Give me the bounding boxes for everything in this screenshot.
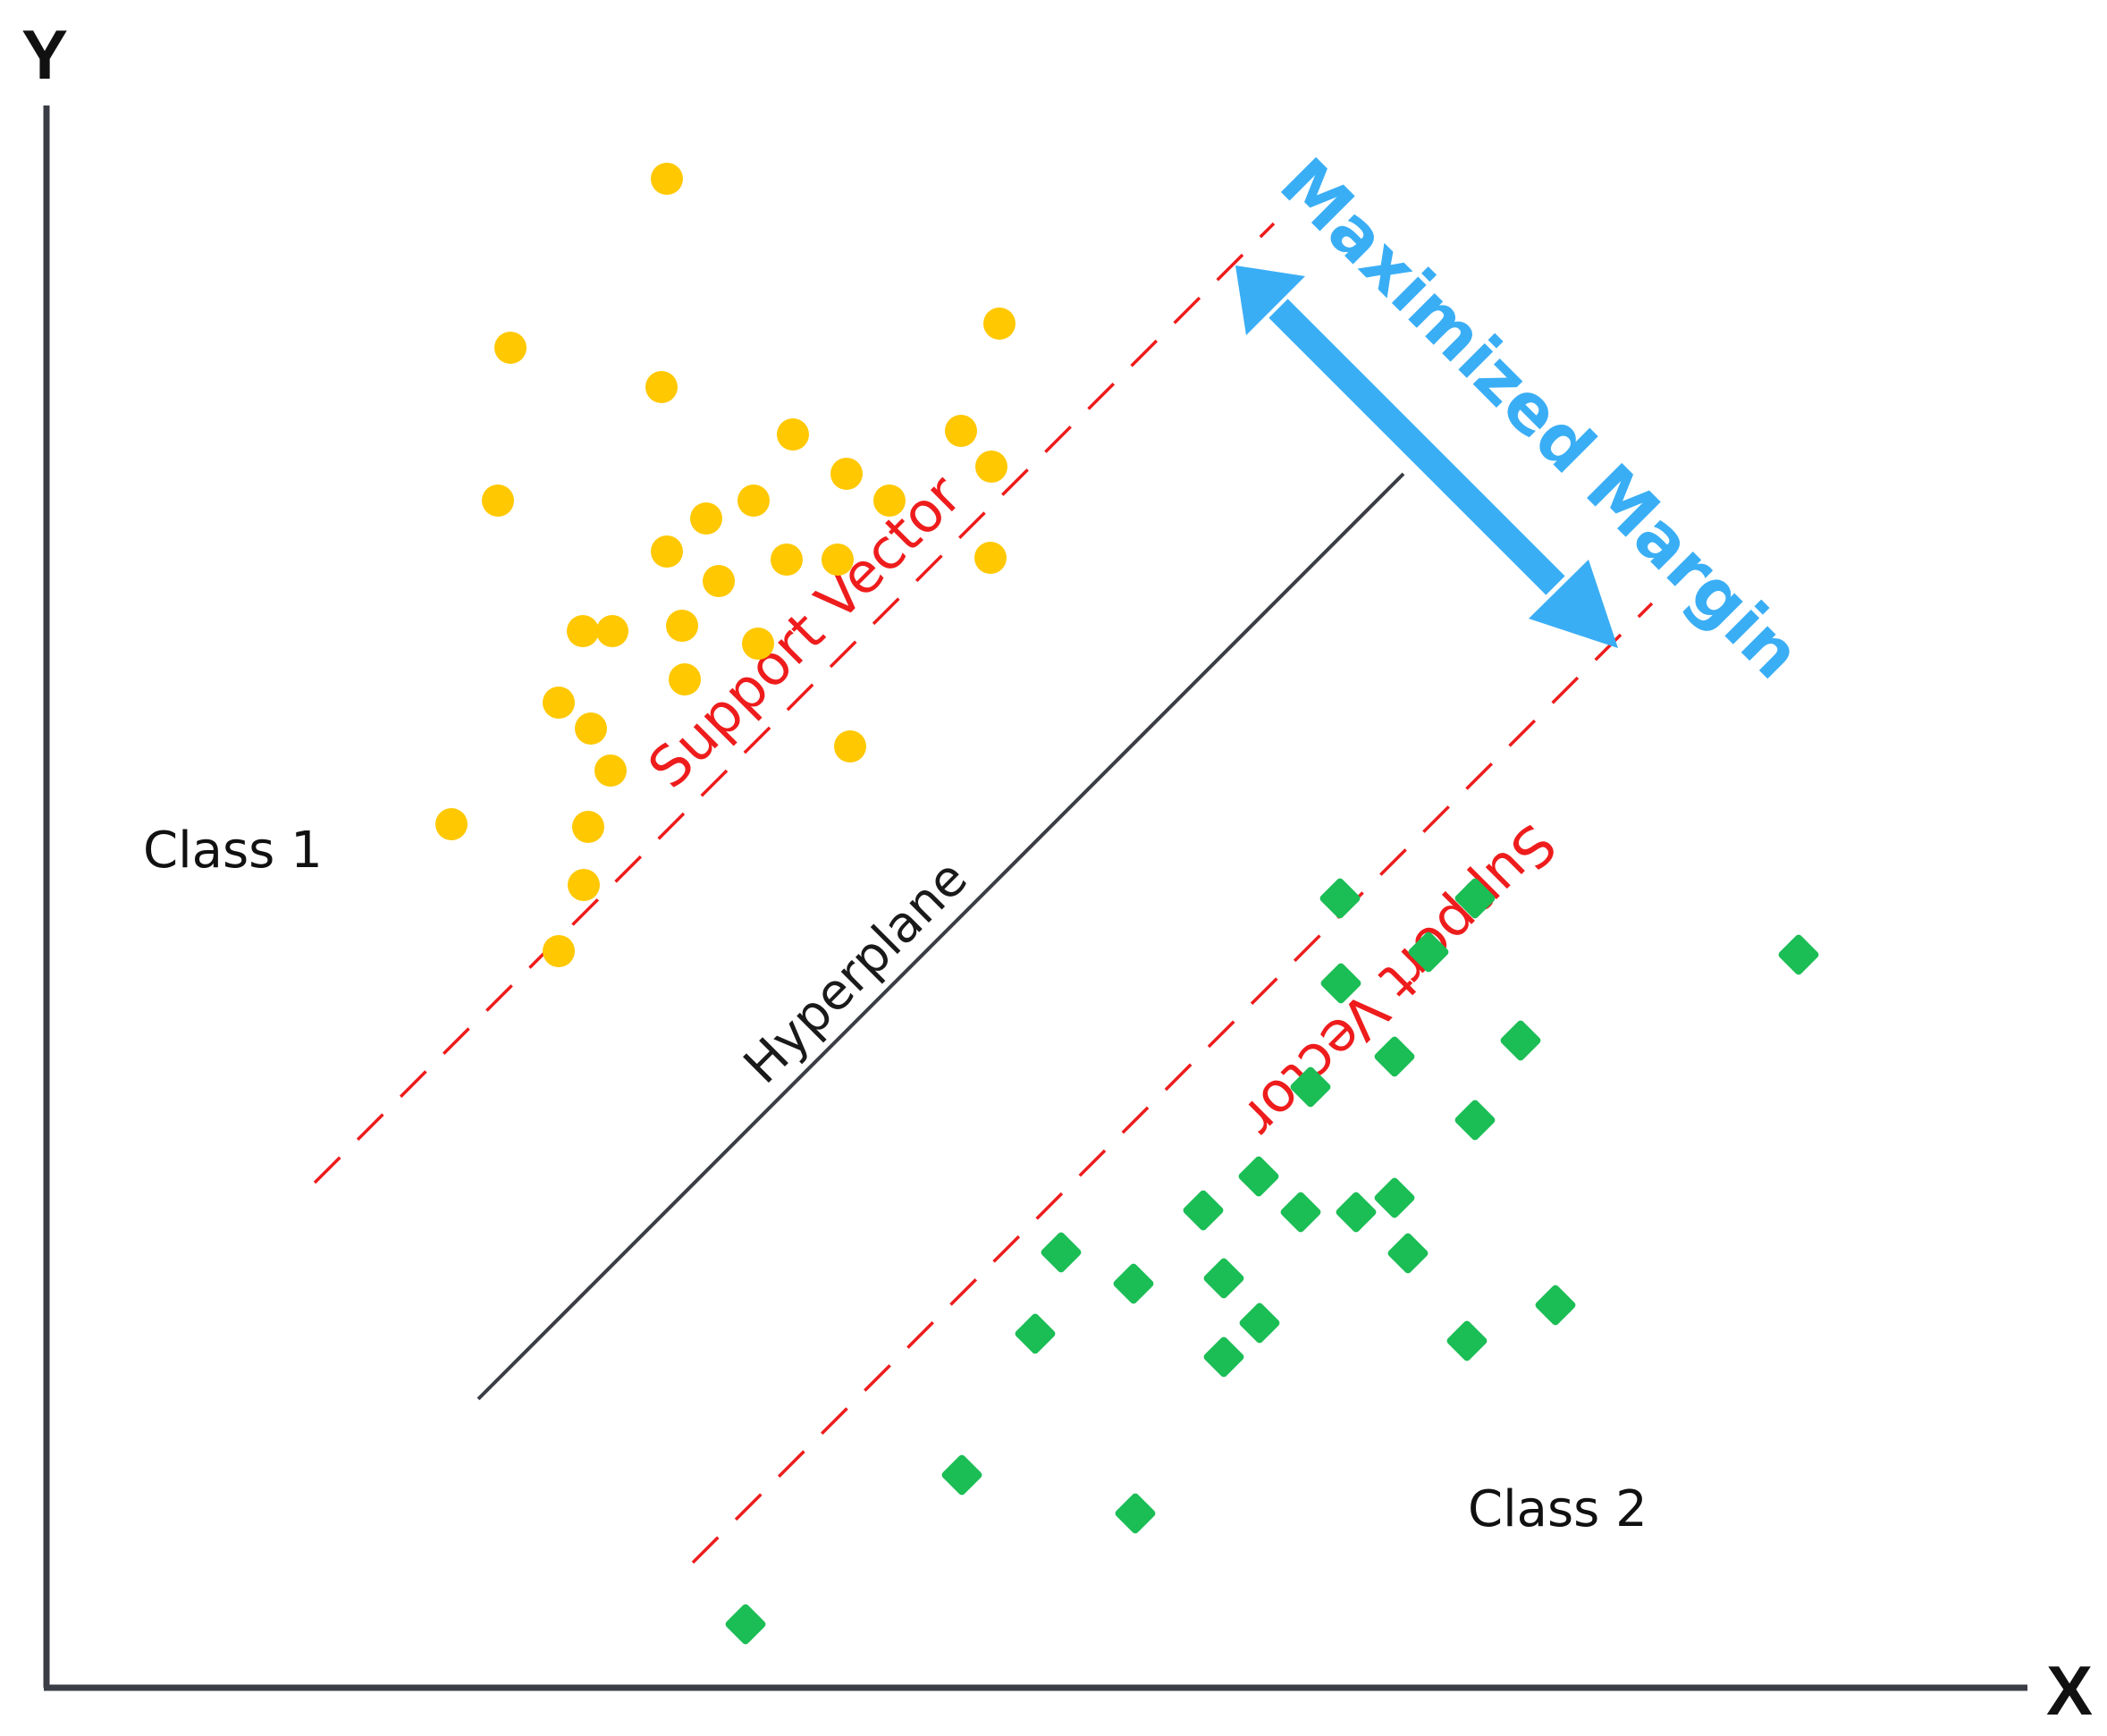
class1-point <box>567 615 599 647</box>
class1-point <box>737 485 770 517</box>
class2-label: Class 2 <box>1468 1480 1648 1538</box>
class2-point <box>1319 878 1361 919</box>
class1-point <box>983 308 1016 340</box>
class2-point <box>1320 963 1361 1004</box>
class2-point <box>1535 1285 1576 1326</box>
class2-point <box>1336 1192 1377 1233</box>
class1-point <box>822 544 854 576</box>
class2-point <box>1454 878 1496 919</box>
class2-point <box>1115 1493 1156 1534</box>
class1-point <box>945 415 977 447</box>
class1-point <box>830 458 863 490</box>
class1-point <box>666 610 698 642</box>
class1-point <box>645 371 678 403</box>
class2-point <box>725 1604 766 1645</box>
class1-label: Class 1 <box>143 822 323 880</box>
class1-points <box>435 163 1016 967</box>
support-vector-line-upper <box>313 222 1276 1184</box>
class1-point <box>543 935 575 967</box>
class2-point <box>1374 1177 1415 1218</box>
class1-point <box>873 485 906 517</box>
class1-point <box>669 663 701 695</box>
margin-arrowhead-upper <box>1235 265 1305 335</box>
class2-point <box>1374 1036 1415 1077</box>
class2-point <box>1203 1258 1244 1299</box>
class2-point <box>1446 1320 1488 1361</box>
class2-point <box>1041 1232 1082 1273</box>
hyperplane-label: Hyperplane <box>733 849 979 1095</box>
margin-arrowhead-lower <box>1529 560 1618 648</box>
class2-point <box>1203 1336 1244 1378</box>
x-axis-label: X <box>2046 1651 2093 1730</box>
class1-point <box>575 712 607 745</box>
class1-point <box>777 418 809 451</box>
class1-point <box>974 542 1007 574</box>
hyperplane-line <box>476 472 1405 1401</box>
class2-points <box>725 878 1819 1645</box>
class2-point <box>1239 1302 1280 1344</box>
class2-point <box>1015 1313 1056 1354</box>
class1-point <box>742 628 774 660</box>
class1-point <box>572 811 604 843</box>
class1-point <box>651 163 683 195</box>
axes: Y X <box>21 15 2093 1730</box>
class2-point <box>1290 1066 1331 1108</box>
class1-point <box>494 332 527 364</box>
class1-point <box>568 869 600 901</box>
class1-point <box>975 451 1007 483</box>
class2-point <box>1387 1233 1429 1274</box>
class1-point <box>690 502 722 535</box>
class1-point <box>651 535 683 568</box>
support-vector-line-lower <box>691 602 1654 1564</box>
class1-point <box>596 615 628 647</box>
class1-point <box>834 730 866 763</box>
class1-point <box>435 808 468 840</box>
class1-point <box>594 754 627 787</box>
class2-point <box>1778 934 1819 975</box>
class2-point <box>1238 1156 1279 1197</box>
class2-point <box>1500 1020 1541 1061</box>
class2-point <box>1183 1190 1224 1231</box>
class1-point <box>771 544 803 576</box>
y-axis-label: Y <box>21 15 68 94</box>
class2-point <box>1408 931 1449 973</box>
class1-point <box>482 485 514 517</box>
margin-arrow <box>1235 265 1618 648</box>
class2-point <box>941 1454 982 1496</box>
class2-point <box>1454 1100 1496 1141</box>
support-vector-label-lower: Support Vector <box>1230 812 1569 1150</box>
class2-point <box>1280 1192 1321 1233</box>
class2-point <box>1113 1263 1154 1304</box>
class1-point <box>703 565 735 597</box>
class1-point <box>543 687 575 719</box>
